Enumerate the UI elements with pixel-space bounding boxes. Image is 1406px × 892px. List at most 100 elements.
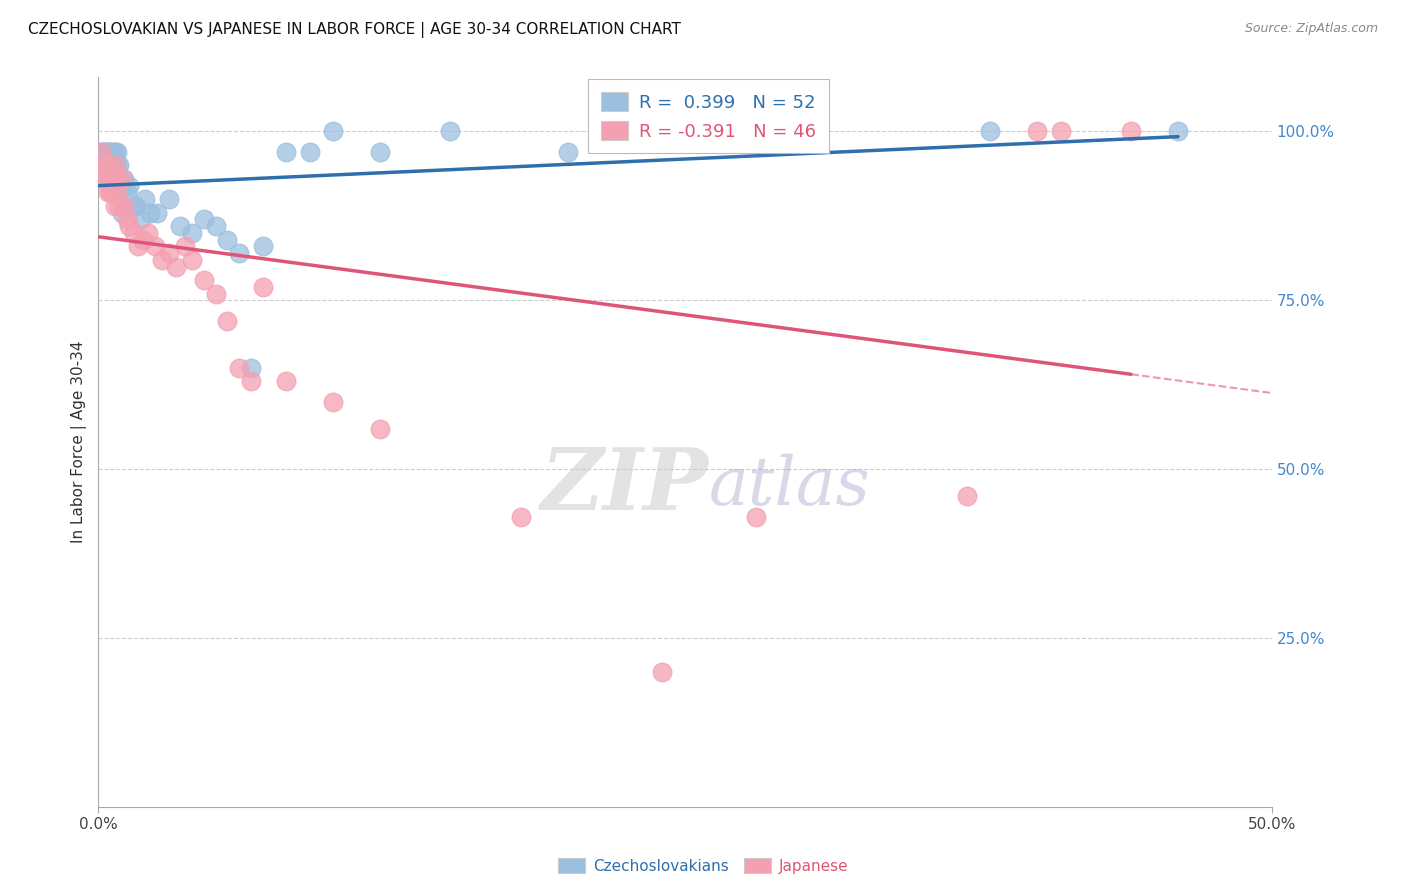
Point: [129, 212, 152, 227]
Point: [157, 192, 180, 206]
Point: [90, 158, 112, 172]
Point: [127, 239, 149, 253]
Point: [169, 219, 191, 233]
Legend: Czechoslovakians, Japanese: Czechoslovakians, Japanese: [551, 852, 855, 880]
Point: [98, 186, 121, 200]
Text: Source: ZipAtlas.com: Source: ZipAtlas.com: [1244, 22, 1378, 36]
Point: [1049, 124, 1071, 138]
Text: ZIP: ZIP: [541, 444, 709, 528]
Point: [105, 145, 128, 159]
Point: [101, 186, 124, 200]
Point: [252, 280, 274, 294]
Point: [97, 145, 120, 159]
Point: [118, 178, 141, 193]
Point: [105, 186, 128, 200]
Point: [94, 145, 117, 159]
Point: [1167, 124, 1189, 138]
Point: [91, 158, 114, 172]
Point: [204, 286, 226, 301]
Point: [193, 212, 215, 227]
Point: [1026, 124, 1049, 138]
Point: [143, 239, 166, 253]
Point: [104, 199, 127, 213]
Point: [118, 219, 141, 233]
Point: [108, 171, 131, 186]
Point: [94, 158, 117, 172]
Point: [274, 145, 297, 159]
Point: [115, 212, 138, 227]
Point: [181, 226, 204, 240]
Legend: R =  0.399   N = 52, R = -0.391   N = 46: R = 0.399 N = 52, R = -0.391 N = 46: [589, 79, 828, 153]
Point: [651, 665, 673, 679]
Point: [368, 422, 391, 436]
Point: [174, 239, 197, 253]
Point: [228, 246, 250, 260]
Point: [101, 158, 124, 172]
Point: [132, 233, 155, 247]
Point: [97, 186, 120, 200]
Text: CZECHOSLOVAKIAN VS JAPANESE IN LABOR FORCE | AGE 30-34 CORRELATION CHART: CZECHOSLOVAKIAN VS JAPANESE IN LABOR FOR…: [28, 22, 681, 38]
Point: [104, 145, 127, 159]
Point: [101, 171, 124, 186]
Point: [744, 509, 766, 524]
Point: [165, 260, 187, 274]
Point: [252, 239, 274, 253]
Point: [439, 124, 461, 138]
Point: [97, 145, 120, 159]
Point: [105, 158, 128, 172]
Point: [94, 171, 117, 186]
Point: [101, 171, 124, 186]
Point: [94, 158, 117, 172]
Point: [146, 205, 169, 219]
Point: [91, 158, 114, 172]
Point: [98, 158, 121, 172]
Point: [97, 158, 120, 172]
Point: [979, 124, 1001, 138]
Point: [217, 313, 239, 327]
Point: [322, 394, 344, 409]
Point: [157, 246, 180, 260]
Point: [111, 205, 134, 219]
Point: [122, 199, 145, 213]
Point: [112, 171, 135, 186]
Point: [217, 233, 239, 247]
Point: [98, 171, 121, 186]
Point: [956, 489, 979, 503]
Point: [101, 145, 124, 159]
Point: [139, 205, 162, 219]
Point: [298, 145, 321, 159]
Point: [90, 145, 112, 159]
Point: [744, 124, 766, 138]
Point: [111, 178, 134, 193]
Point: [91, 145, 114, 159]
Point: [112, 199, 135, 213]
Point: [1119, 124, 1142, 138]
Point: [90, 145, 112, 159]
Point: [91, 171, 114, 186]
Point: [108, 199, 131, 213]
Point: [105, 171, 128, 186]
Point: [239, 375, 262, 389]
Point: [122, 226, 145, 240]
Point: [94, 145, 117, 159]
Point: [104, 158, 127, 172]
Y-axis label: In Labor Force | Age 30-34: In Labor Force | Age 30-34: [72, 341, 87, 543]
Point: [98, 171, 121, 186]
Point: [125, 199, 148, 213]
Point: [368, 145, 391, 159]
Point: [193, 273, 215, 287]
Point: [97, 158, 120, 172]
Point: [115, 186, 138, 200]
Text: atlas: atlas: [709, 453, 870, 518]
Point: [181, 252, 204, 267]
Point: [98, 145, 121, 159]
Point: [111, 171, 134, 186]
Point: [228, 360, 250, 375]
Point: [108, 158, 131, 172]
Point: [557, 145, 579, 159]
Point: [204, 219, 226, 233]
Point: [239, 360, 262, 375]
Point: [136, 226, 159, 240]
Point: [322, 124, 344, 138]
Point: [509, 509, 531, 524]
